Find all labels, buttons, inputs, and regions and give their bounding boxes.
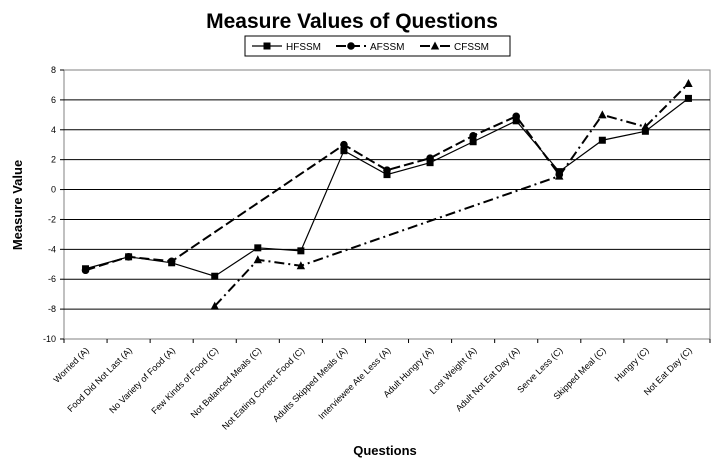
data-point: [684, 94, 692, 102]
legend-label: AFSSM: [370, 42, 404, 53]
y-tick-label: -10: [43, 334, 56, 344]
y-tick-label: -2: [48, 214, 56, 224]
data-point: [555, 171, 564, 180]
legend-label: CFSSM: [454, 42, 489, 53]
data-point: [211, 272, 219, 280]
data-point: [253, 255, 262, 264]
data-point: [297, 247, 305, 255]
y-tick-label: 4: [51, 125, 56, 135]
data-point: [641, 122, 650, 131]
x-tick-label: Adults Skipped Meals (A): [271, 345, 350, 424]
y-tick-label: 2: [51, 155, 56, 165]
data-point: [296, 261, 306, 270]
data-point: [167, 257, 176, 266]
data-point: [383, 166, 391, 174]
x-tick-label: Not Balanced Meals (C): [189, 345, 264, 420]
series-group: [81, 78, 693, 310]
plot-frame: [63, 69, 711, 340]
data-point: [210, 301, 219, 310]
data-point: [124, 253, 133, 261]
data-point: [426, 159, 434, 167]
data-point: [684, 78, 693, 87]
legend-box: [244, 35, 511, 57]
y-axis-title: Measure Value: [10, 160, 25, 250]
data-point: [469, 131, 477, 140]
data-point: [430, 41, 440, 50]
data-point: [340, 140, 348, 149]
data-point: [254, 244, 262, 252]
gridlines: [64, 99, 710, 310]
x-tick-label: Not Eating Correct Food (C): [220, 345, 306, 431]
y-tick-label: 0: [51, 185, 56, 195]
data-point: [469, 138, 477, 146]
y-tick-label: 6: [51, 95, 56, 105]
y-tick-label: -4: [48, 244, 56, 254]
legend-item-cfssm: CFSSM: [420, 41, 489, 53]
x-axis-ticks: Worried (A)Food Did Not Last (A)No Varie…: [51, 339, 711, 432]
data-point: [340, 147, 348, 155]
data-point: [347, 42, 355, 50]
data-point: [81, 266, 90, 275]
series-cfssm: [210, 78, 693, 310]
y-tick-label: -6: [48, 274, 56, 284]
y-tick-label: 8: [51, 65, 56, 75]
legend-item-afssm: AFSSM: [336, 42, 404, 53]
y-axis-ticks: -10 -8 -6 -4 -2 0 2 4 6 8: [43, 65, 64, 344]
plot-area: -10 -8 -6 -4 -2 0 2 4 6 8 Worried (A)Food Did Not…: [43, 65, 711, 432]
data-point: [426, 154, 434, 162]
data-point: [598, 110, 607, 119]
legend-label: HFSSM: [286, 42, 321, 53]
chart-title: Measure Values of Questions: [206, 10, 498, 33]
data-point: [263, 42, 271, 50]
data-point: [598, 136, 606, 144]
x-tick-label: Hungry (C): [613, 345, 651, 383]
legend-item-hfssm: HFSSM: [252, 42, 321, 53]
data-point: [512, 112, 520, 121]
series-line: [85, 115, 561, 272]
y-tick-label: -8: [48, 304, 56, 314]
x-tick-label: Worried (A): [51, 345, 90, 384]
data-point: [383, 171, 391, 179]
data-point: [512, 117, 520, 125]
legend: HFSSM AFSSM CFSSM: [244, 35, 511, 57]
x-axis-title: Questions: [353, 443, 417, 458]
x-tick-label: Interviewee Ate Less (A): [316, 345, 392, 421]
data-point: [641, 127, 649, 135]
